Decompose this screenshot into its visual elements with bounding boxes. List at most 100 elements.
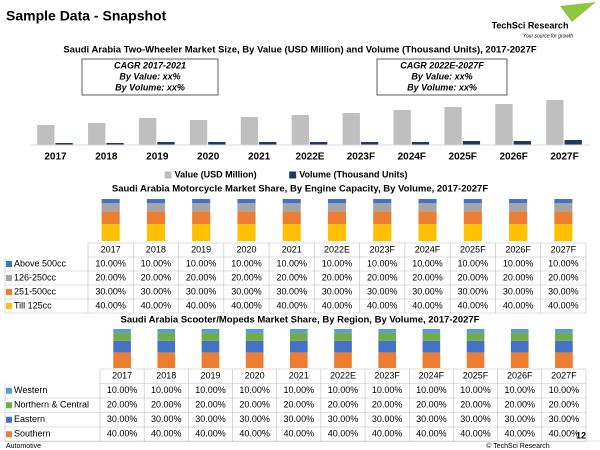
table-cell: 10.00% [548,258,579,268]
table-cell: 30.00% [151,414,182,424]
table-cell: 30.00% [276,286,307,296]
bar-segment [373,199,392,204]
table-cell: 10.00% [412,258,443,268]
bar [37,125,55,145]
table-cell: 30.00% [416,414,447,424]
bar-segment [378,340,397,353]
table-cell: 20.00% [328,400,359,410]
bar-segment [201,329,220,333]
bar-segment [157,340,176,353]
annotation-text: By Value: xx% [119,71,180,81]
table-cell: 20.00% [141,272,172,282]
bar-segment [463,203,482,212]
table-header: 2022E [330,371,356,381]
bar-segment [289,329,308,333]
bar-segment [422,340,441,353]
table-cell: 10.00% [503,258,534,268]
legend-swatch [6,387,12,394]
table-header: 2017 [101,244,121,254]
table-cell: 20.00% [412,272,443,282]
table-cell: 10.00% [460,385,491,395]
table-cell: 10.00% [95,258,126,268]
legend-swatch [6,289,12,295]
bar [208,142,226,145]
footer-left: Automotive [6,443,41,450]
bar-segment [334,340,352,353]
table-cell: 30.00% [107,414,138,424]
table-header: 2020 [245,371,265,381]
table-cell: 10.00% [322,258,353,268]
bar-segment [554,203,573,212]
x-tick-label: 2020 [197,152,220,163]
table-cell: 30.00% [548,286,579,296]
bar-segment [101,199,120,204]
table-cell: 20.00% [239,400,270,410]
bar-segment [289,340,308,353]
table-cell: 20.00% [504,400,535,410]
bar-segment [157,352,176,368]
table-cell: 20.00% [416,400,447,410]
bar-segment [113,329,131,333]
table-header: 2023F [370,244,396,254]
chart-title: Saudi Arabia Scooter/Mopeds Market Share… [120,315,479,326]
table-header: 2024F [419,371,445,381]
table-cell: 30.00% [458,286,489,296]
bar-segment [554,224,573,241]
bar-segment [101,211,120,225]
bar-segment [192,224,211,241]
legend-swatch [6,402,12,409]
bar [360,142,379,145]
bar-segment [418,203,437,212]
table-cell: 40.00% [548,300,579,310]
table-header: 2027F [551,371,577,381]
annotation-text: CAGR 2022E-2027F [400,60,484,70]
table-cell: 30.00% [412,286,443,296]
footer-right: © TechSci Research [486,442,549,450]
bar [259,142,277,145]
bar-segment [510,352,529,368]
bar [513,141,531,145]
bar [189,120,208,145]
table-header: 2021 [289,371,309,381]
table-header: 2023F [374,371,400,381]
legend-swatch [6,261,12,267]
table-cell: 10.00% [549,385,580,395]
bar-segment [509,224,528,241]
table-cell: 20.00% [460,400,491,410]
annotation-text: CAGR 2017-2021 [114,60,186,70]
bar-segment [418,224,437,241]
bar-segment [554,211,573,225]
bar-segment [509,199,528,204]
table-header: 2021 [282,244,302,254]
bar-segment [201,340,220,353]
table-cell: 10.00% [231,258,262,268]
bar [564,140,582,145]
table-cell: 20.00% [186,272,217,282]
table-cell: 40.00% [186,300,217,310]
table-cell: 40.00% [276,300,307,310]
bar-segment [466,329,485,333]
bar-segment [463,199,482,204]
table-header: 2024F [415,244,441,254]
bar [310,142,328,145]
legend-swatch [164,171,172,179]
bar-segment [509,211,528,225]
table-cell: 40.00% [460,429,491,439]
bar-segment [555,329,573,333]
bar-segment [146,203,165,212]
table-cell: 40.00% [504,429,535,439]
bar-segment [289,332,308,341]
table-row-label: Eastern [14,414,45,424]
bar-segment [113,332,131,341]
bar [138,118,157,145]
bar-segment [192,211,211,225]
chart-title: Saudi Arabia Two-Wheeler Market Size, By… [63,45,537,56]
table-header: 2022E [324,244,350,254]
table-cell: 40.00% [284,429,315,439]
bar-segment [327,211,347,225]
bar-segment [373,203,392,212]
table-cell: 30.00% [322,286,353,296]
x-tick-label: 2017 [44,152,67,163]
page-number: 12 [576,430,586,440]
